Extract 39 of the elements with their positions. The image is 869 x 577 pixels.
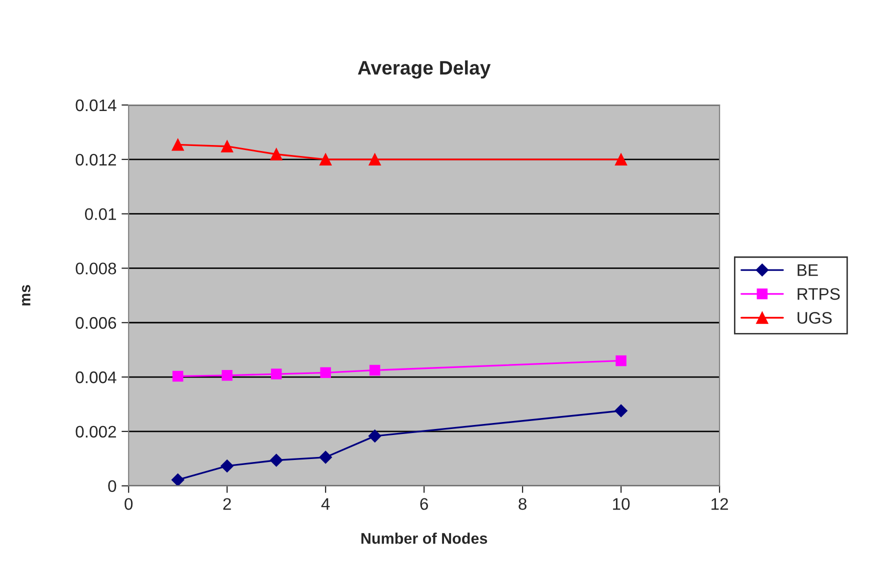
point: [270, 368, 282, 380]
y-tick-label: 0.002: [76, 426, 116, 438]
point: [368, 430, 382, 442]
point: [614, 404, 628, 418]
point: [171, 473, 184, 486]
x-tick-label: 12: [712, 498, 728, 510]
legend-label: BE: [798, 264, 818, 276]
point: [270, 148, 282, 160]
point: [172, 370, 184, 382]
point: [172, 138, 184, 151]
x-tick-label: 0: [124, 498, 133, 510]
point: [616, 355, 626, 366]
y-tick-label: 0.014: [76, 99, 116, 112]
y-tick-label: 0: [108, 480, 116, 492]
point: [614, 153, 628, 166]
y-tick-label: 0.012: [76, 154, 116, 166]
chart-title: Average Delay: [358, 60, 491, 79]
y-tick-label: 0.006: [76, 317, 116, 329]
point: [320, 153, 332, 166]
x-tick-label: 10: [613, 498, 630, 510]
point: [222, 370, 232, 381]
point: [221, 140, 234, 152]
x-tick-label: 2: [223, 498, 231, 510]
point: [368, 153, 381, 166]
point: [270, 454, 283, 467]
y-tick-label: 0.004: [76, 371, 116, 384]
legend-label: RTPS: [798, 288, 840, 300]
x-tick-label: 4: [321, 498, 330, 510]
point: [369, 364, 380, 376]
point: [320, 367, 331, 378]
legend-label: UGS: [798, 312, 832, 324]
point: [319, 450, 332, 464]
y-axis-title: ms: [22, 285, 30, 306]
x-tick-label: 8: [518, 498, 526, 510]
x-tick-label: 6: [420, 498, 428, 510]
y-tick-label: 0.01: [85, 208, 116, 220]
point: [220, 460, 234, 472]
y-tick-label: 0.008: [76, 262, 116, 274]
x-axis-title: Number of Nodes: [361, 532, 488, 544]
